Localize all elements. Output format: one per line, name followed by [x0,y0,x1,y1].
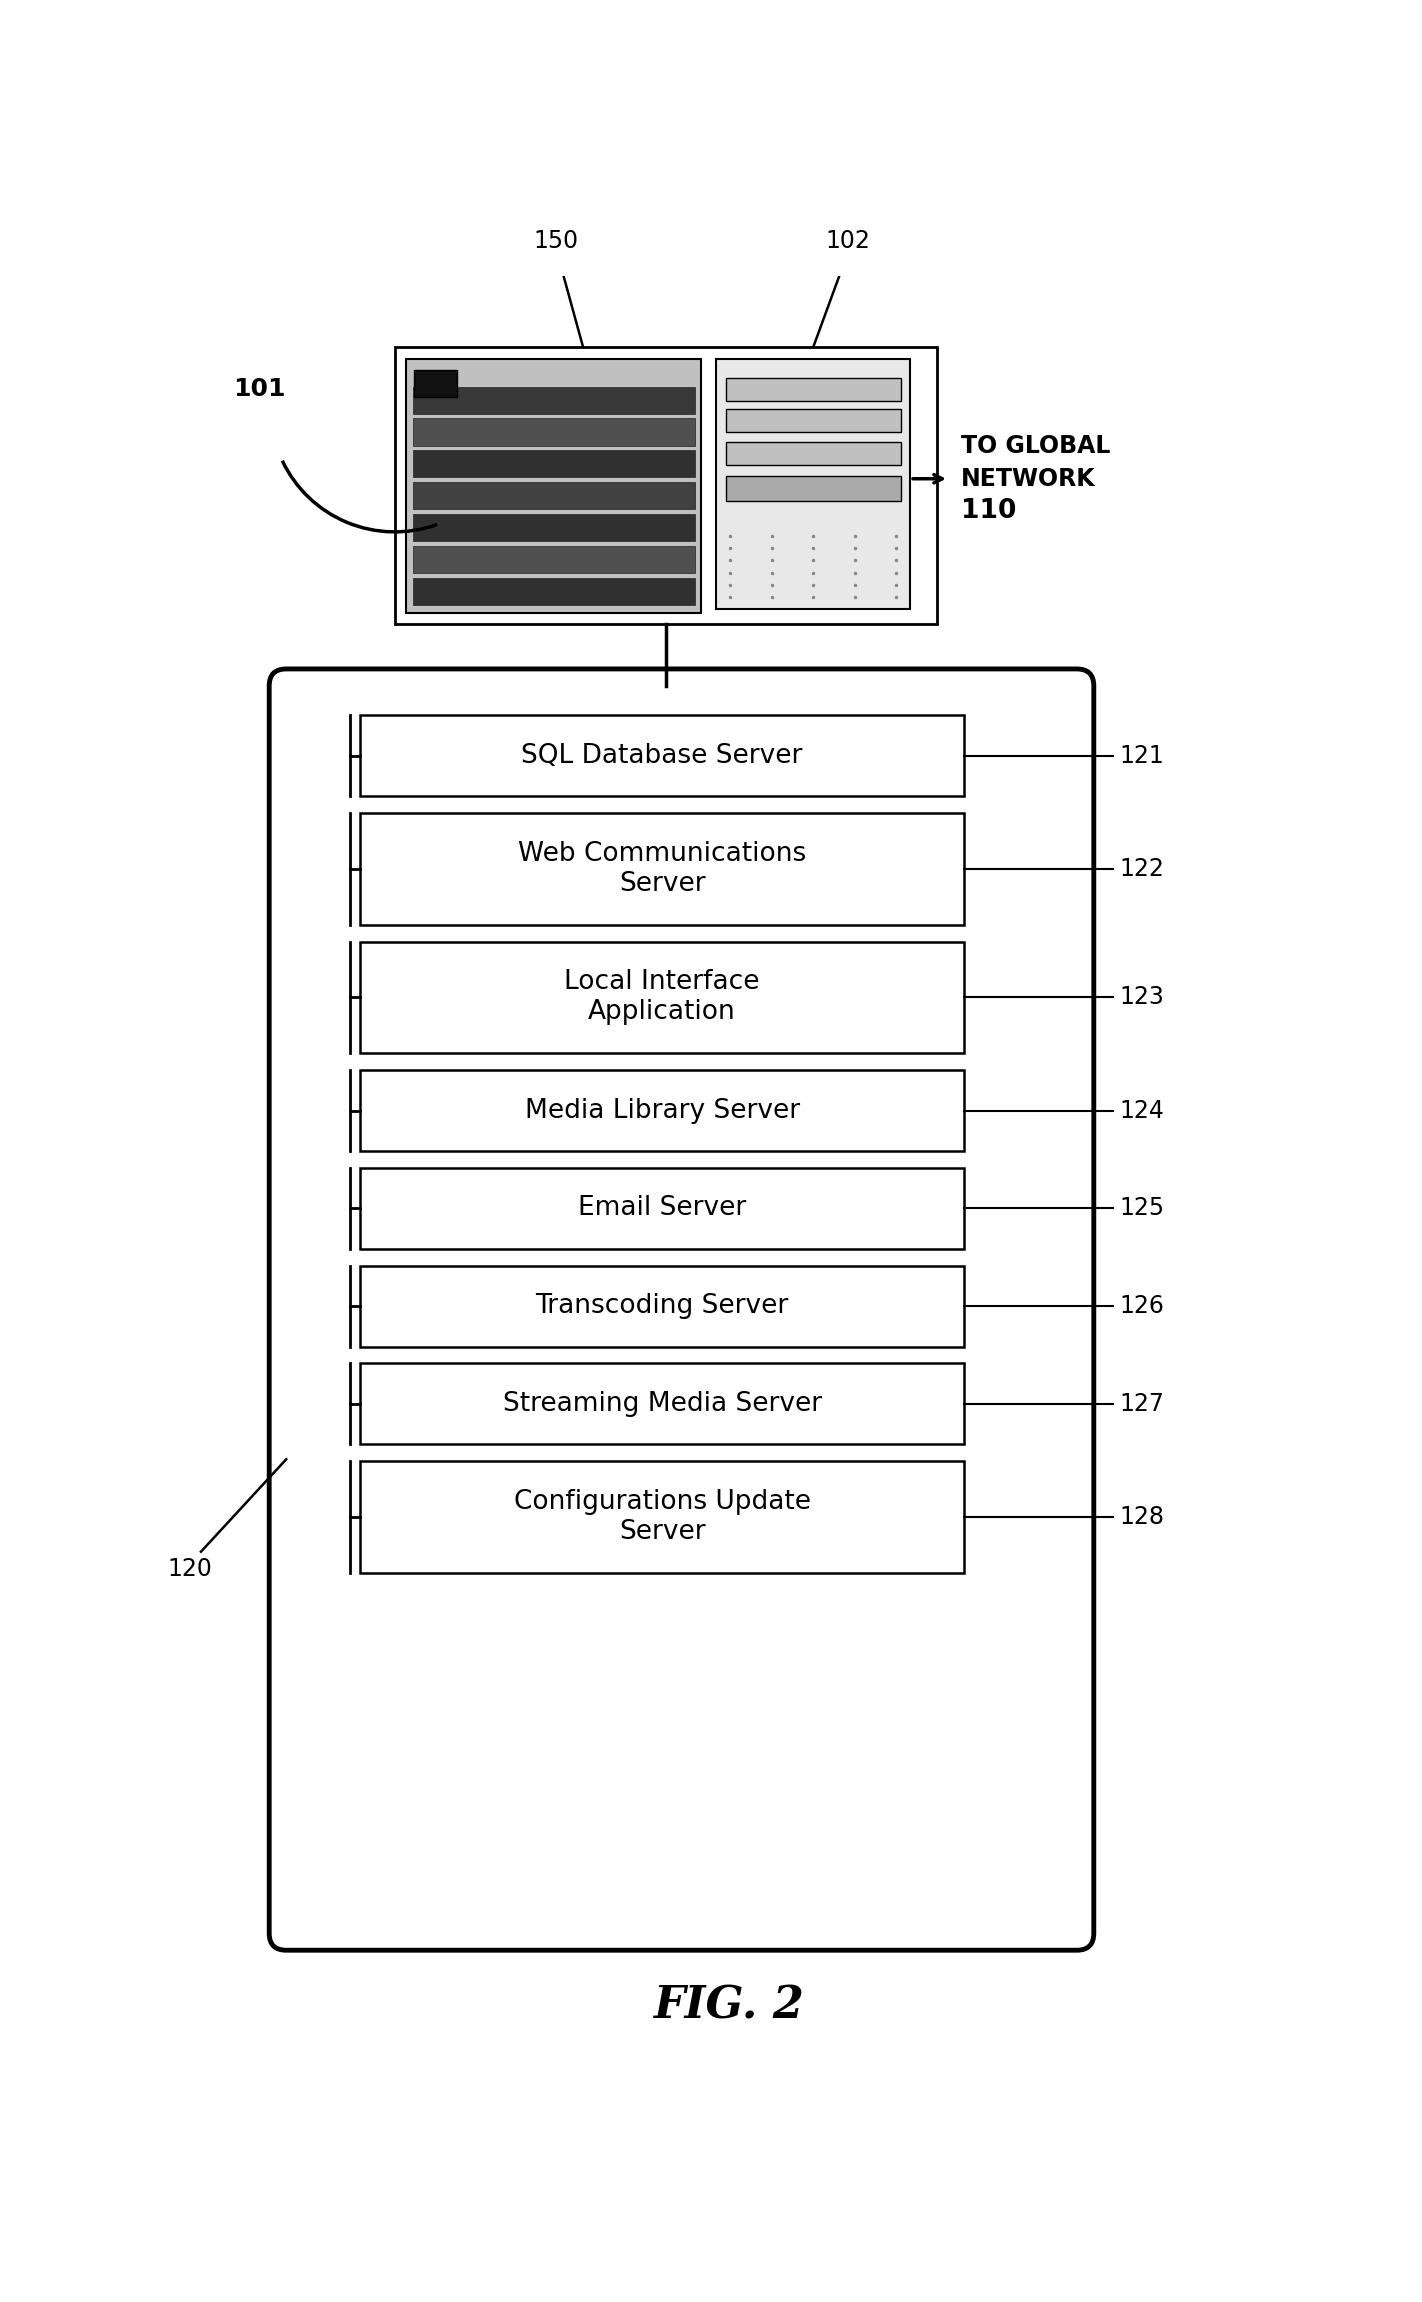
FancyBboxPatch shape [360,1266,964,1347]
Text: 127: 127 [1119,1393,1165,1416]
Text: Local Interface
Application: Local Interface Application [565,969,759,1024]
Text: SQL Database Server: SQL Database Server [522,744,803,769]
FancyBboxPatch shape [412,546,695,573]
Text: Email Server: Email Server [577,1195,747,1222]
Text: 102: 102 [826,230,870,253]
FancyBboxPatch shape [407,359,701,612]
FancyBboxPatch shape [360,1167,964,1248]
FancyBboxPatch shape [360,716,964,796]
FancyBboxPatch shape [412,513,695,541]
Text: Web Communications
Server: Web Communications Server [518,840,806,898]
Text: Streaming Media Server: Streaming Media Server [502,1390,822,1418]
Text: 128: 128 [1119,1506,1165,1529]
FancyBboxPatch shape [412,481,695,509]
Text: 123: 123 [1119,985,1165,1008]
FancyBboxPatch shape [414,371,456,398]
FancyBboxPatch shape [360,1363,964,1443]
Text: 124: 124 [1119,1098,1165,1123]
Text: 120: 120 [166,1556,212,1581]
FancyBboxPatch shape [717,359,910,610]
FancyBboxPatch shape [412,387,695,414]
FancyBboxPatch shape [412,451,695,477]
FancyBboxPatch shape [725,378,900,401]
FancyBboxPatch shape [360,942,964,1054]
Text: Media Library Server: Media Library Server [525,1098,799,1123]
Text: TO GLOBAL: TO GLOBAL [960,435,1111,458]
Text: NETWORK: NETWORK [960,467,1095,490]
Text: 121: 121 [1119,744,1165,767]
Text: Configurations Update
Server: Configurations Update Server [513,1489,811,1545]
FancyBboxPatch shape [395,348,937,624]
Text: Transcoding Server: Transcoding Server [536,1294,789,1319]
FancyBboxPatch shape [725,410,900,433]
Text: 126: 126 [1119,1294,1165,1319]
FancyBboxPatch shape [360,1462,964,1572]
Text: 101: 101 [233,378,286,401]
FancyBboxPatch shape [412,419,695,447]
Text: FIG. 2: FIG. 2 [653,1984,805,2028]
Text: 125: 125 [1119,1197,1165,1220]
FancyBboxPatch shape [725,442,900,465]
FancyBboxPatch shape [269,670,1094,1950]
Text: 150: 150 [533,230,579,253]
Text: 122: 122 [1119,856,1165,882]
FancyBboxPatch shape [412,578,695,605]
FancyBboxPatch shape [360,1070,964,1151]
FancyBboxPatch shape [725,477,900,502]
Text: 110: 110 [960,497,1015,525]
FancyBboxPatch shape [360,813,964,925]
